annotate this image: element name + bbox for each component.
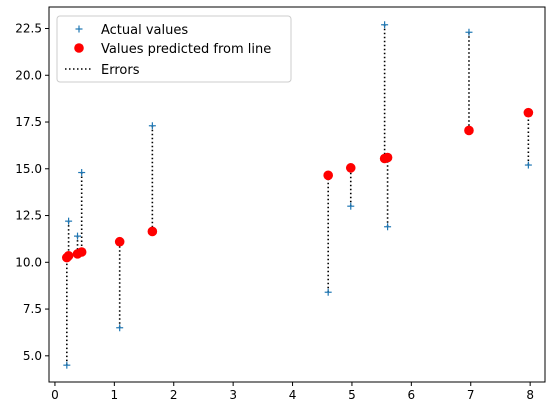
legend-label-actual: Actual values xyxy=(101,23,188,38)
x-tick-label: 5 xyxy=(348,388,356,402)
actual-point xyxy=(148,122,156,130)
predicted-point xyxy=(345,163,356,173)
plot-frame xyxy=(48,6,546,383)
axes xyxy=(48,6,546,383)
predicted-point xyxy=(523,107,534,118)
x-tick-label: 0 xyxy=(51,388,59,402)
legend-label-errors: Errors xyxy=(101,63,140,78)
actual-point xyxy=(63,361,71,369)
predicted-point xyxy=(382,152,393,163)
actual-point xyxy=(347,202,355,210)
legend-plus-marker xyxy=(75,25,83,33)
predicted-point xyxy=(76,247,87,257)
actual-point xyxy=(116,324,124,332)
actual-point xyxy=(78,169,86,177)
legend: Actual values Values predicted from line… xyxy=(56,15,292,83)
y-tick-label: 12.5 xyxy=(15,209,42,223)
predicted-point xyxy=(147,226,158,237)
circle-marker-icon xyxy=(74,43,84,53)
actual-point xyxy=(74,232,82,240)
x-tick-label: 8 xyxy=(526,388,534,402)
actual-point xyxy=(65,217,73,225)
y-tick-label: 5.0 xyxy=(23,349,42,363)
y-tick-label: 10.0 xyxy=(15,255,42,269)
y-tick-label: 20.0 xyxy=(15,68,42,82)
y-tick-label: 7.5 xyxy=(23,302,42,316)
legend-entry-predicted: Values predicted from line xyxy=(74,42,271,57)
legend-label-predicted: Values predicted from line xyxy=(101,42,271,57)
legend-circle-marker xyxy=(74,43,84,53)
actual-point xyxy=(384,223,392,231)
predicted-points xyxy=(62,107,534,263)
y-tick-label: 15.0 xyxy=(15,162,42,176)
actual-points xyxy=(63,21,532,369)
x-tick-label: 2 xyxy=(170,388,178,402)
x-tick-label: 1 xyxy=(111,388,119,402)
actual-point xyxy=(381,21,389,29)
x-tick-label: 4 xyxy=(289,388,297,402)
predicted-point xyxy=(323,170,333,181)
x-tick-label: 7 xyxy=(467,388,475,402)
predicted-point xyxy=(114,236,125,247)
legend-entry-actual: Actual values xyxy=(75,23,188,38)
predicted-point xyxy=(63,250,74,261)
x-tick-label: 6 xyxy=(408,388,416,402)
y-axis-ticks: 5.0 7.5 10.0 12.5 15.0 17.5 20.0 22.5 xyxy=(15,22,49,363)
plus-marker-icon xyxy=(75,25,83,33)
legend-entry-errors: Errors xyxy=(65,63,140,78)
predicted-point xyxy=(464,125,474,136)
error-lines xyxy=(66,24,530,366)
y-tick-label: 22.5 xyxy=(15,22,42,36)
legend-box xyxy=(56,15,292,83)
x-axis-ticks: 0 1 2 3 4 5 6 7 8 xyxy=(51,382,534,402)
actual-point xyxy=(465,28,473,36)
actual-point xyxy=(524,161,532,169)
actual-point xyxy=(324,288,332,296)
x-tick-label: 3 xyxy=(229,388,237,402)
y-tick-label: 17.5 xyxy=(15,115,42,129)
